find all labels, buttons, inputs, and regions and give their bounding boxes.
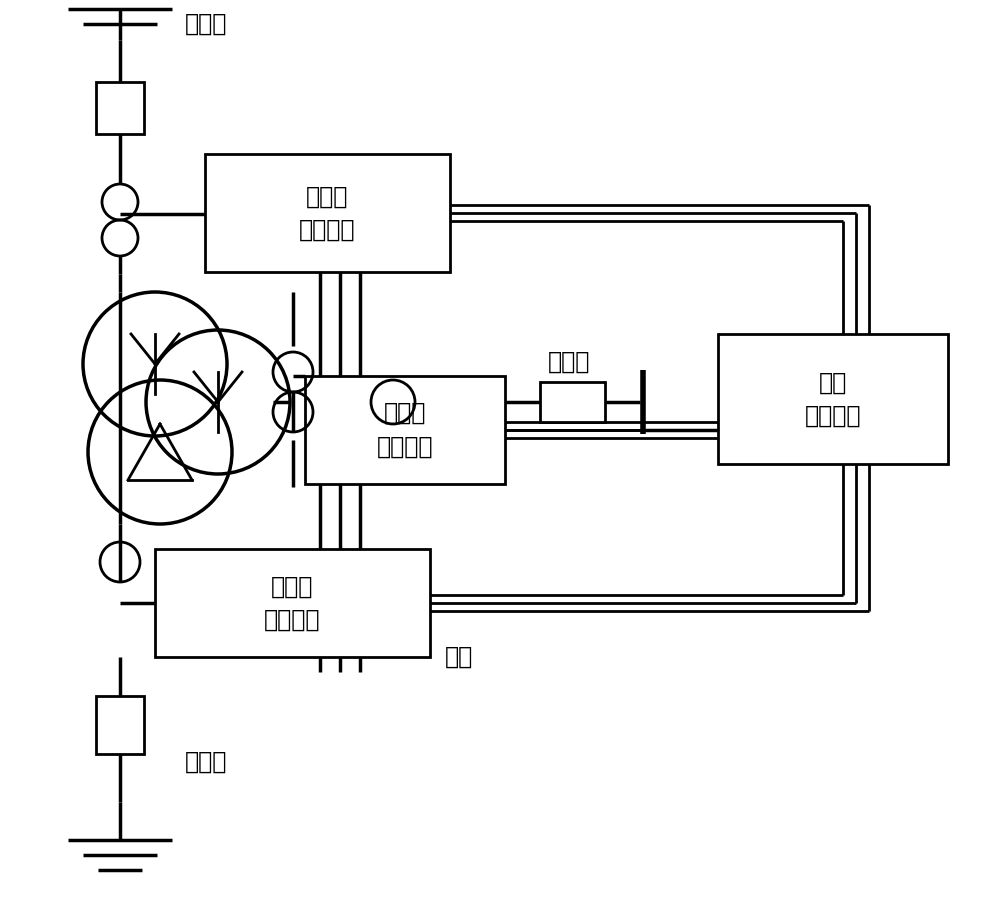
Text: 低压侧: 低压侧 [185,750,227,774]
Text: 高压侧
保护装置: 高压侧 保护装置 [299,184,356,242]
Text: 高压侧: 高压侧 [185,12,227,36]
Bar [718,334,948,464]
Text: 中压侧: 中压侧 [548,350,590,374]
Text: 综合
保护装置: 综合 保护装置 [805,370,861,428]
Bar [96,696,144,754]
Text: 中压侧
保护装置: 中压侧 保护装置 [377,401,433,459]
Text: 光纤: 光纤 [445,645,473,669]
Text: 低压侧
保护装置: 低压侧 保护装置 [264,575,321,631]
Bar [305,376,505,484]
Bar [540,382,605,422]
Bar [155,549,430,657]
Bar [96,82,144,134]
Bar [205,154,450,272]
